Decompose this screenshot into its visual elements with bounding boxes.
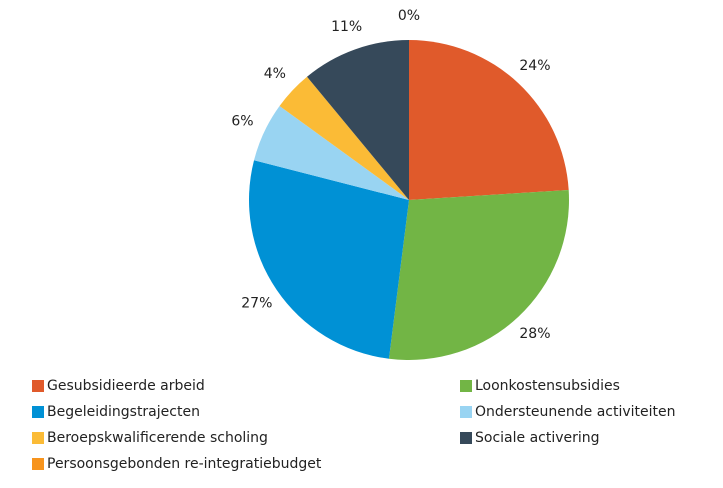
data-label: 6% (231, 114, 253, 130)
data-label: 27% (241, 295, 272, 311)
legend-swatch (460, 380, 472, 392)
legend-label: Loonkostensubsidies (475, 378, 620, 394)
pie-slice (409, 40, 569, 200)
legend-label: Persoonsgebonden re-integratiebudget (47, 456, 322, 472)
legend-swatch (32, 432, 44, 444)
legend-label: Gesubsidieerde arbeid (47, 378, 205, 394)
data-label: 0% (398, 8, 420, 24)
data-label: 11% (331, 19, 362, 35)
legend-label: Sociale activering (475, 430, 600, 446)
legend-label: Begeleidingstrajecten (47, 404, 200, 420)
data-label: 28% (519, 326, 550, 342)
data-label: 4% (264, 66, 286, 82)
pie-slice (307, 40, 409, 200)
pie-slice (279, 76, 409, 200)
legend-swatch (32, 406, 44, 418)
legend-label: Ondersteunende activiteiten (475, 404, 676, 420)
legend-swatch (32, 458, 44, 470)
pie-slice (254, 105, 409, 200)
pie-slice (249, 160, 409, 359)
legend-label: Beroepskwalificerende scholing (47, 430, 268, 446)
legend-swatch (460, 432, 472, 444)
legend-swatch (460, 406, 472, 418)
legend-swatch (32, 380, 44, 392)
pie-slice (388, 189, 569, 360)
data-label: 24% (519, 58, 550, 74)
